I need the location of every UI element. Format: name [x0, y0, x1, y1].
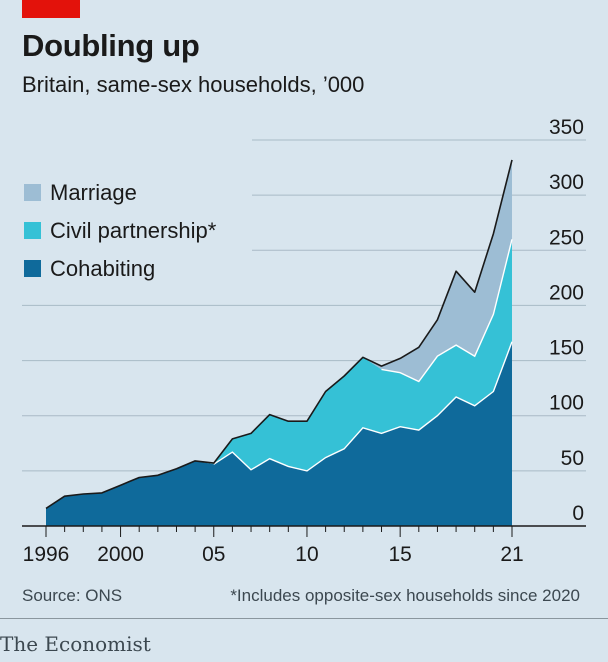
chart-subtitle: Britain, same-sex households, ’000	[22, 72, 365, 97]
separator-cohabiting	[213, 341, 513, 472]
legend-swatch-cohabiting	[24, 260, 41, 277]
economist-logo-text: The Economist	[0, 632, 151, 656]
y-tick-label-100: 100	[549, 392, 584, 415]
footnote: *Includes opposite-sex households since …	[230, 586, 580, 605]
brand-red-tag	[22, 0, 80, 18]
y-tick-label-0: 0	[572, 502, 584, 525]
x-tick-label-10: 10	[295, 543, 318, 566]
y-tick-label-200: 200	[549, 281, 584, 304]
legend-swatch-marriage	[24, 184, 41, 201]
x-tick-label-05: 05	[202, 543, 225, 566]
area-cohabiting	[46, 341, 512, 526]
chart-title: Doubling up	[22, 28, 200, 63]
legend-label-civil-partnership: Civil partnership*	[50, 218, 217, 243]
y-tick-label-350: 350	[549, 116, 584, 139]
y-tick-label-150: 150	[549, 337, 584, 360]
y-tick-label-300: 300	[549, 171, 584, 194]
x-tick-label-15: 15	[388, 543, 411, 566]
separator-civil-partnership	[381, 239, 513, 383]
legend-label-cohabiting: Cohabiting	[50, 256, 155, 281]
x-tick-label-2000: 2000	[97, 543, 144, 566]
total-outline	[45, 159, 513, 510]
x-tick-label-1996: 1996	[23, 543, 70, 566]
legend-label-marriage: Marriage	[50, 180, 137, 205]
y-tick-label-250: 250	[549, 226, 584, 249]
source-note: Source: ONS	[22, 586, 123, 605]
legend-swatch-civil-partnership	[24, 222, 41, 239]
x-tick-label-21: 21	[500, 543, 523, 566]
y-tick-label-50: 50	[561, 447, 584, 470]
chart-svg: 0 50 100 150 200 250 300 350 1996 2000 05 10 15 21 M…	[22, 116, 586, 566]
area-civil-partnership	[46, 239, 512, 509]
footer-divider	[0, 618, 608, 619]
